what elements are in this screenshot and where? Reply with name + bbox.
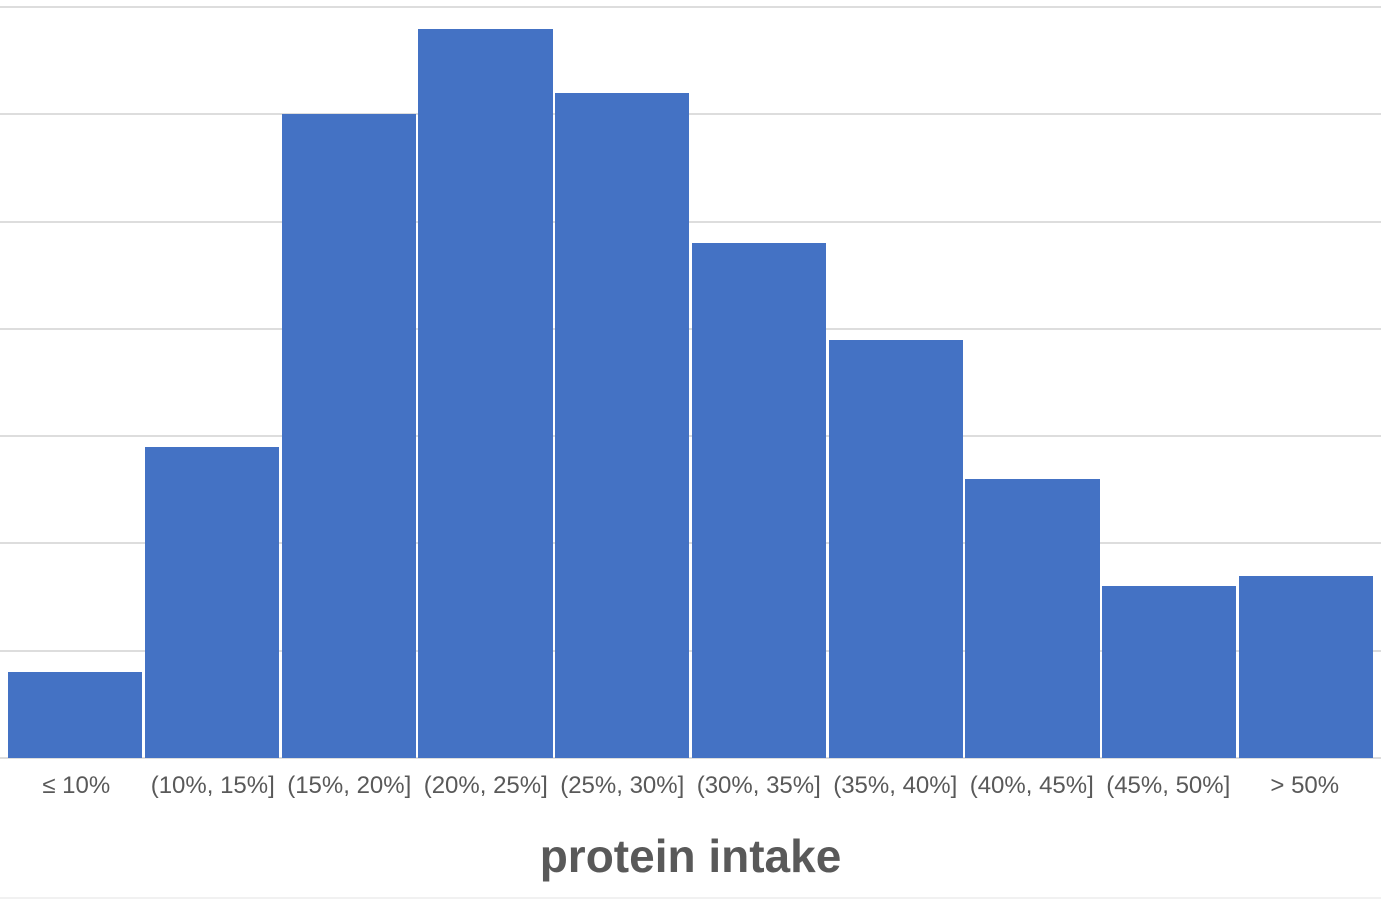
plot-area: [0, 6, 1381, 759]
bottom-border-line: [0, 897, 1381, 899]
gridline: [0, 757, 1381, 759]
x-axis-tick-label: (20%, 25%]: [423, 772, 548, 799]
x-axis-tick-labels: ≤ 10% (10%, 15%] (15%, 20%] (20%, 25%] (25%,…: [8, 772, 1373, 800]
gridline: [0, 220, 1381, 223]
gridline: [0, 649, 1381, 652]
bar-5: [691, 243, 826, 758]
x-axis-tick-label: (35%, 40%]: [833, 772, 958, 799]
x-axis-tick-label: (40%, 45%]: [969, 772, 1094, 799]
bar-series: [8, 7, 1373, 758]
gridline: [0, 327, 1381, 330]
x-axis-tick-label: (10%, 15%]: [150, 772, 275, 799]
x-axis-tick-label: ≤ 10%: [42, 772, 111, 799]
bar-9: [1238, 575, 1373, 758]
x-axis-title: protein intake: [539, 830, 842, 882]
x-axis-tick-label: (30%, 35%]: [696, 772, 821, 799]
x-axis-tick-label: (15%, 20%]: [287, 772, 412, 799]
gridline: [0, 542, 1381, 545]
gridline: [0, 6, 1381, 8]
bar-4: [555, 92, 690, 758]
bar-7: [965, 479, 1100, 758]
bar-1: [144, 446, 279, 758]
x-axis-tick-label: (25%, 30%]: [560, 772, 685, 799]
bar-8: [1102, 586, 1237, 758]
x-axis-tick-label: > 50%: [1270, 772, 1340, 799]
x-axis-tick-label: (45%, 50%]: [1106, 772, 1231, 799]
bar-6: [828, 339, 963, 758]
bar-3: [418, 28, 553, 758]
bar-2: [281, 114, 416, 758]
gridline: [0, 435, 1381, 438]
bar-0: [8, 672, 143, 758]
gridline: [0, 113, 1381, 116]
